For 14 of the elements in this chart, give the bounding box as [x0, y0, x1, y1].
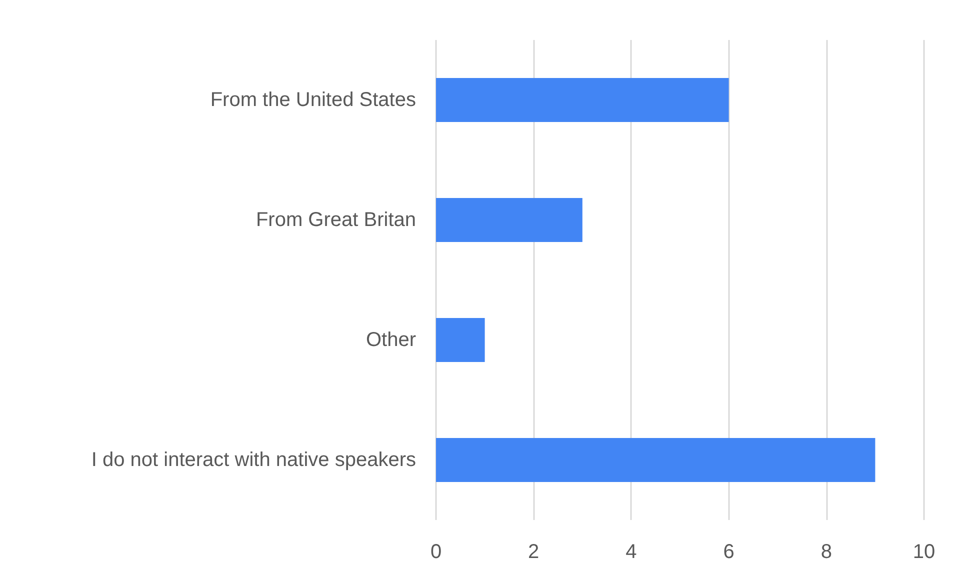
bar	[436, 318, 485, 362]
x-tick-label: 2	[528, 541, 540, 563]
y-tick-label: Other	[366, 329, 416, 351]
y-tick-label: From Great Britan	[256, 209, 416, 231]
x-tick-label: 8	[820, 541, 832, 563]
x-tick-label: 0	[430, 541, 442, 563]
bar	[436, 198, 582, 242]
y-tick-label: From the United States	[210, 89, 416, 111]
x-tick-label: 6	[723, 541, 734, 563]
x-tick-label: 4	[626, 541, 637, 563]
y-tick-label: I do not interact with native speakers	[91, 449, 416, 471]
bar	[436, 438, 876, 482]
x-tick-label: 10	[912, 541, 936, 563]
bar	[436, 78, 729, 122]
